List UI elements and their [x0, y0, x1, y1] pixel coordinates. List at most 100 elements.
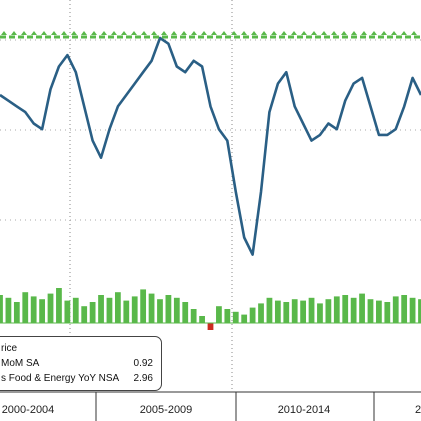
bar	[333, 296, 340, 323]
legend-row: rice	[1, 343, 157, 355]
bar	[300, 300, 307, 323]
line-path	[0, 36, 421, 256]
x-axis: 2000-2004 2005-2009 2010-2014 2	[0, 391, 421, 421]
threshold-marker	[201, 31, 207, 35]
bar	[216, 306, 222, 323]
threshold-marker	[341, 31, 347, 35]
threshold-marker	[271, 31, 277, 35]
threshold-marker	[91, 31, 97, 35]
threshold-marker	[31, 31, 37, 35]
bar	[359, 293, 365, 323]
bar	[308, 297, 315, 323]
threshold-marker	[211, 31, 217, 35]
threshold-marker	[281, 31, 287, 35]
bar	[249, 307, 256, 323]
bar	[47, 293, 54, 323]
bar	[342, 295, 349, 323]
threshold-marker	[411, 31, 417, 35]
bar	[64, 300, 71, 323]
legend-row: MoM SA 0.92	[1, 358, 157, 370]
bar	[317, 303, 323, 323]
threshold-marker	[301, 31, 307, 35]
bar	[173, 297, 180, 323]
threshold-marker	[161, 31, 167, 35]
threshold-marker	[21, 31, 27, 35]
bar	[291, 299, 298, 323]
bar	[157, 299, 163, 323]
threshold-marker	[381, 31, 387, 35]
legend-value: 2.96	[133, 373, 153, 384]
threshold-marker	[141, 31, 147, 35]
bar	[56, 288, 62, 323]
bar	[106, 297, 113, 323]
bar	[72, 297, 79, 323]
legend-label: s Food & Energy YoY NSA	[1, 373, 120, 384]
bar	[232, 311, 239, 323]
threshold-marker	[151, 31, 157, 35]
threshold-marker	[231, 31, 237, 35]
threshold-marker	[391, 31, 397, 35]
bar	[224, 309, 231, 323]
x-tick-label: 2000-2004	[2, 404, 55, 416]
bar	[190, 309, 197, 323]
bar	[30, 296, 37, 323]
threshold-marker	[131, 31, 137, 35]
bar	[140, 289, 147, 323]
threshold-marker	[361, 31, 367, 35]
x-tick-label: 2005-2009	[140, 404, 193, 416]
bar	[39, 299, 45, 323]
line-series	[0, 36, 421, 256]
threshold-marker	[111, 31, 117, 35]
bar	[274, 300, 281, 323]
threshold-marker	[331, 31, 337, 35]
bar	[98, 295, 104, 323]
bar	[207, 323, 214, 330]
bar	[131, 296, 138, 323]
bar	[89, 302, 96, 323]
bar	[266, 297, 273, 323]
threshold-marker	[321, 31, 327, 35]
bar	[0, 295, 3, 323]
legend: rice MoM SA 0.92 s Food & Energy YoY NSA…	[0, 336, 162, 391]
bar	[22, 292, 29, 323]
threshold-marker	[291, 31, 297, 35]
threshold-marker	[11, 31, 17, 35]
threshold-marker	[1, 31, 7, 35]
bar	[392, 296, 399, 323]
bar	[81, 306, 88, 323]
x-tick-label: 2010-2014	[278, 404, 331, 416]
threshold-marker	[251, 31, 257, 35]
bar	[325, 299, 332, 323]
bar	[409, 297, 416, 323]
bar-series	[0, 288, 421, 330]
bar	[401, 295, 408, 323]
threshold-marker	[41, 31, 47, 35]
bar	[350, 297, 357, 323]
bar	[367, 299, 374, 323]
bar	[5, 297, 12, 323]
threshold-marker	[181, 31, 187, 35]
threshold-marker	[371, 31, 377, 35]
bar	[384, 302, 391, 323]
threshold-marker	[171, 31, 177, 35]
bar	[199, 316, 205, 323]
threshold-marker	[81, 31, 87, 35]
threshold-marker	[221, 31, 227, 35]
threshold-marker	[261, 31, 267, 35]
top-threshold-band	[0, 31, 421, 39]
bar	[418, 299, 421, 323]
bar	[283, 302, 290, 323]
threshold-marker	[241, 31, 247, 35]
bar	[114, 292, 121, 323]
bar	[258, 303, 264, 323]
bar	[123, 300, 130, 323]
bar	[148, 293, 155, 323]
bar	[241, 314, 248, 323]
threshold-marker	[71, 31, 77, 35]
threshold-marker	[61, 31, 67, 35]
bar	[13, 302, 20, 323]
legend-row: s Food & Energy YoY NSA 2.96	[1, 373, 157, 385]
threshold-marker	[51, 31, 57, 35]
